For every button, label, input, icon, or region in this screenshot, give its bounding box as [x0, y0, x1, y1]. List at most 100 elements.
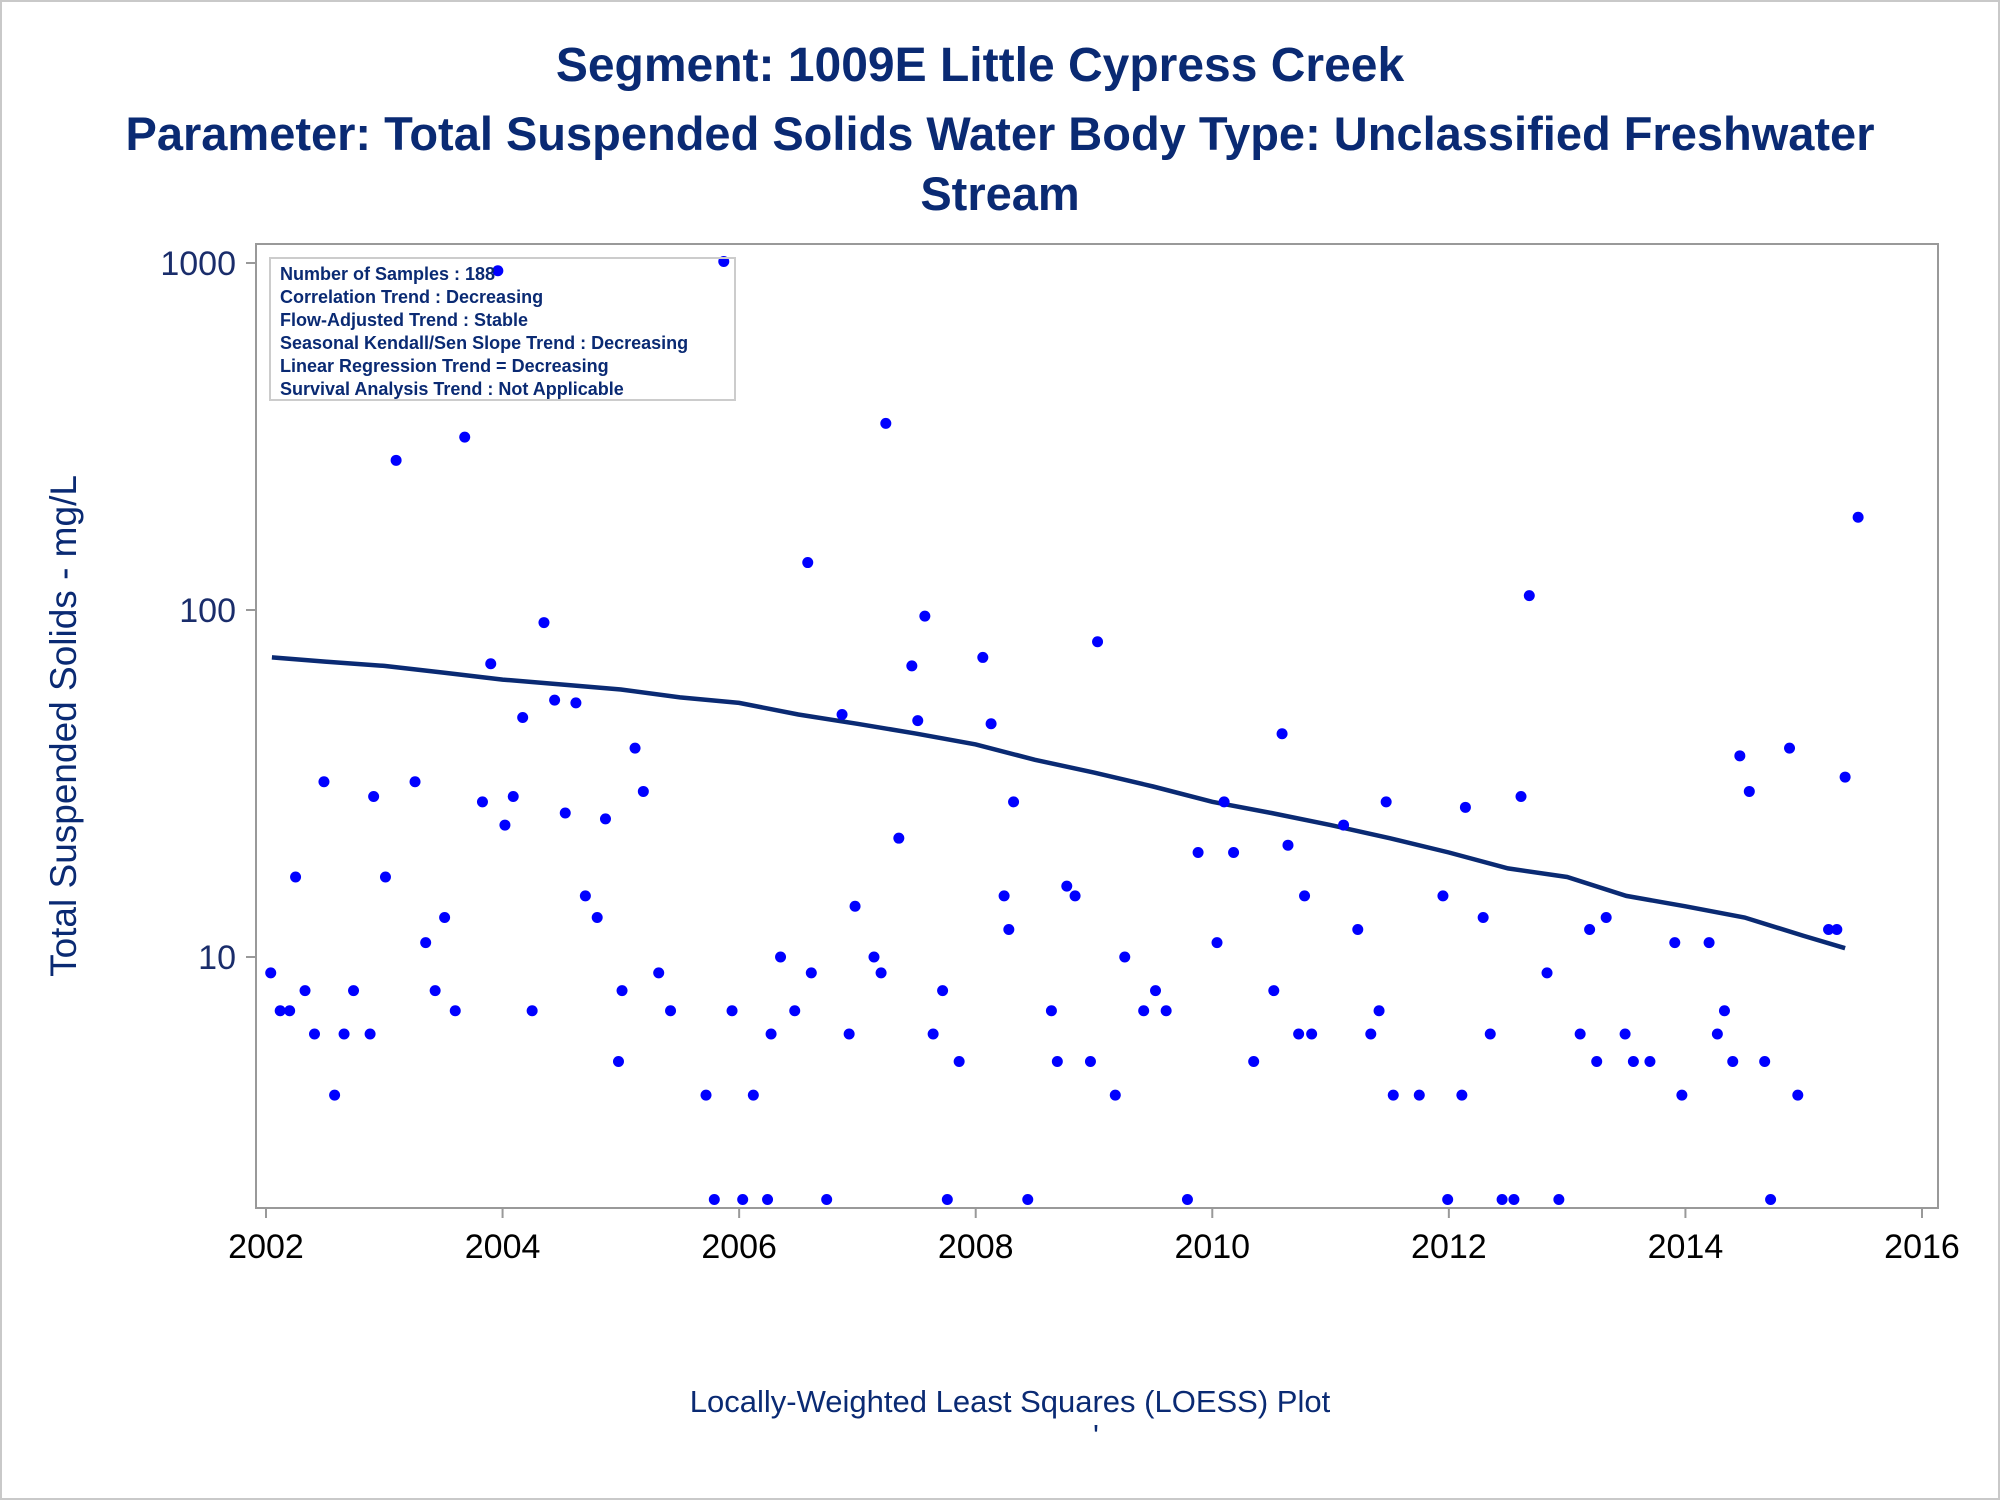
data-point — [329, 1089, 341, 1101]
data-point — [953, 1055, 965, 1067]
data-point — [747, 1089, 759, 1101]
data-point — [449, 1005, 461, 1017]
data-point — [348, 985, 360, 997]
data-point — [1823, 924, 1835, 936]
data-point — [1600, 911, 1612, 923]
data-point — [665, 1005, 677, 1017]
data-point — [579, 890, 591, 902]
data-point — [459, 431, 471, 443]
data-point — [1734, 750, 1746, 762]
y-axis-label: Total Suspended Solids - mg/L — [43, 475, 84, 977]
data-point — [559, 807, 571, 819]
data-point — [1792, 1089, 1804, 1101]
data-point — [439, 911, 451, 923]
data-point — [1022, 1194, 1034, 1206]
footnote: Locally-Weighted Least Squares (LOESS) P… — [690, 1384, 1331, 1419]
plot-area-border — [255, 243, 1939, 1209]
data-point — [1228, 847, 1240, 859]
data-point — [1338, 819, 1350, 831]
x-tick-label: 2004 — [465, 1228, 541, 1266]
legend-line: Survival Analysis Trend : Not Applicable — [280, 379, 624, 399]
data-point — [1380, 796, 1392, 808]
data-point — [1515, 791, 1527, 803]
legend-line: Seasonal Kendall/Sen Slope Trend : Decre… — [280, 333, 688, 353]
data-point — [653, 967, 665, 979]
data-point — [409, 776, 421, 788]
data-point — [629, 742, 641, 754]
x-tick-label: 2012 — [1411, 1228, 1487, 1266]
data-point — [941, 1194, 953, 1206]
data-point — [789, 1005, 801, 1017]
x-tick-label: 2006 — [701, 1228, 777, 1266]
data-point — [1669, 937, 1681, 949]
data-point — [937, 985, 949, 997]
data-point — [1192, 847, 1204, 859]
data-point — [612, 1055, 624, 1067]
data-point — [379, 871, 391, 883]
data-point — [1743, 785, 1755, 797]
footnote-mark: ' — [1093, 1418, 1099, 1453]
data-point — [517, 712, 529, 724]
data-point — [1523, 590, 1535, 602]
data-point — [849, 900, 861, 912]
chart-title: Segment: 1009E Little Cypress Creek — [555, 39, 1405, 92]
data-point — [1784, 742, 1796, 754]
data-point — [1759, 1055, 1771, 1067]
data-point — [805, 967, 817, 979]
data-point — [1211, 937, 1223, 949]
x-tick-label: 2014 — [1648, 1228, 1724, 1266]
data-point — [1413, 1089, 1425, 1101]
data-point — [526, 1005, 538, 1017]
data-point — [875, 967, 887, 979]
chart-subtitle: Parameter: Total Suspended Solids Water … — [125, 107, 1875, 220]
data-point — [1644, 1055, 1656, 1067]
data-point — [726, 1005, 738, 1017]
data-point — [977, 651, 989, 663]
data-point — [429, 985, 441, 997]
data-point — [549, 694, 561, 706]
data-point — [1627, 1055, 1639, 1067]
data-point — [868, 951, 880, 963]
stats-legend: Number of Samples : 188 Correlation Trend… — [269, 257, 736, 401]
data-point — [1293, 1028, 1305, 1040]
data-point — [1765, 1194, 1777, 1206]
data-point — [1831, 924, 1843, 936]
data-point — [1306, 1028, 1318, 1040]
data-point — [1268, 985, 1280, 997]
data-point — [1282, 839, 1294, 851]
data-point — [700, 1089, 712, 1101]
data-point — [1584, 924, 1596, 936]
loess-line — [271, 655, 1846, 951]
data-point — [775, 951, 787, 963]
data-point — [893, 832, 905, 844]
data-point — [1119, 951, 1131, 963]
data-point — [1051, 1055, 1063, 1067]
legend-line: Flow-Adjusted Trend : Stable — [280, 310, 528, 330]
data-point — [1150, 985, 1162, 997]
data-point — [1299, 890, 1311, 902]
data-point — [1456, 1089, 1468, 1101]
legend-box — [269, 257, 736, 401]
data-point — [1574, 1028, 1586, 1040]
data-point — [274, 1005, 286, 1017]
data-point — [1008, 796, 1020, 808]
data-point — [1218, 796, 1230, 808]
data-point — [1718, 1005, 1730, 1017]
x-tick-label: 2010 — [1174, 1228, 1250, 1266]
data-point — [1061, 880, 1073, 892]
data-point — [1508, 1194, 1520, 1206]
legend-line: Linear Regression Trend = Decreasing — [280, 356, 609, 376]
data-point — [1352, 924, 1364, 936]
data-point — [1084, 1055, 1096, 1067]
data-point — [318, 776, 330, 788]
data-point — [1248, 1055, 1260, 1067]
data-point — [570, 697, 582, 709]
data-point — [912, 715, 924, 727]
data-point — [476, 796, 488, 808]
data-point — [906, 660, 918, 672]
data-point — [1484, 1028, 1496, 1040]
y-tick-label: 100 — [179, 592, 236, 630]
data-point — [836, 708, 848, 720]
data-point — [985, 718, 997, 730]
data-point — [368, 791, 380, 803]
